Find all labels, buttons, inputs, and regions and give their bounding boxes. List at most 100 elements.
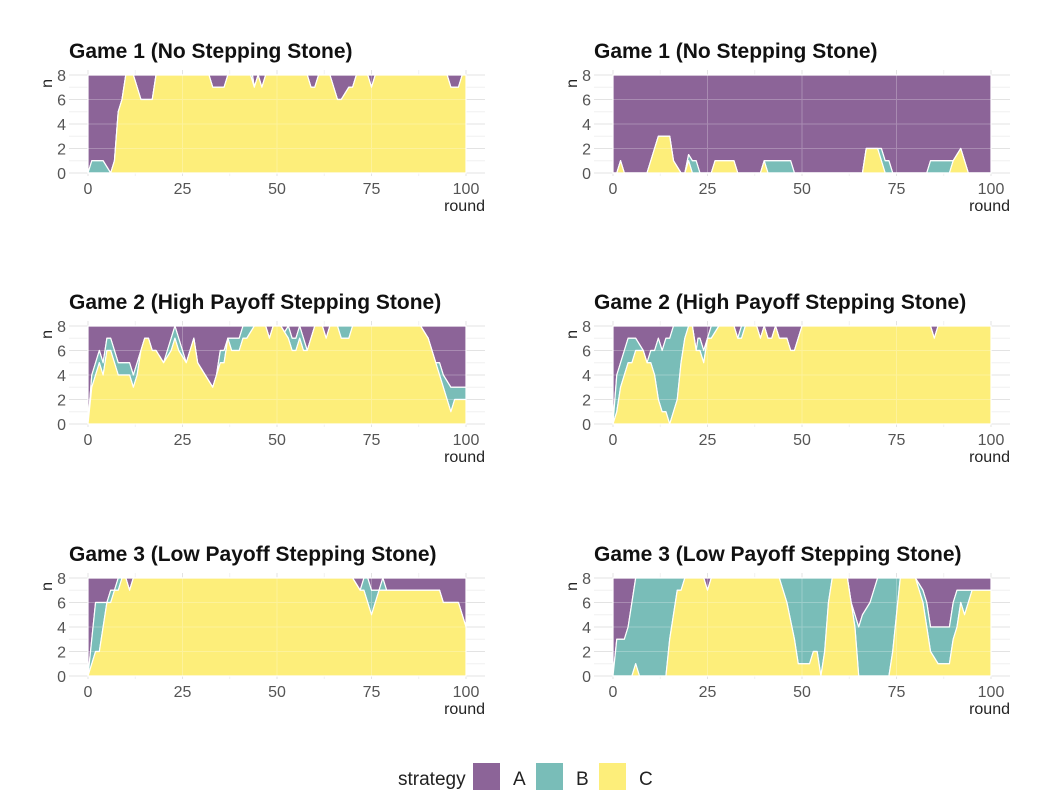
x-tick-label: 50 — [268, 432, 286, 449]
y-tick-label: 0 — [582, 669, 591, 686]
y-axis-label: n — [39, 582, 56, 591]
y-tick-label: 6 — [582, 344, 591, 361]
y-tick-label: 0 — [582, 166, 591, 183]
x-axis-label: round — [969, 701, 1010, 718]
panel-6: Game 3 (Low Payoff Stepping Stone) 0 2 4 6 8 0… — [564, 543, 1010, 718]
x-tick-label: 100 — [978, 684, 1005, 701]
x-tick-label: 75 — [363, 684, 381, 701]
x-tick-label: 25 — [174, 684, 192, 701]
x-axis-label: round — [969, 449, 1010, 466]
y-tick-label: 4 — [582, 620, 591, 637]
y-tick-label: 8 — [582, 571, 591, 588]
stacked-areas — [612, 577, 992, 677]
panel-5: Game 3 (Low Payoff Stepping Stone) 0 2 4 6 8 0… — [39, 543, 485, 718]
y-tick-label: 4 — [57, 117, 66, 134]
x-tick-label: 50 — [268, 181, 286, 198]
y-tick-label: 0 — [57, 669, 66, 686]
y-tick-label: 0 — [57, 166, 66, 183]
legend-title: strategy — [398, 769, 466, 790]
y-tick-label: 2 — [57, 393, 66, 410]
panel-title: Game 1 (No Stepping Stone) — [69, 40, 353, 63]
y-axis-label: n — [564, 79, 581, 88]
grid-overlay — [612, 325, 992, 425]
legend-label-a: A — [513, 769, 526, 790]
x-tick-label: 0 — [609, 684, 618, 701]
panel-1: Game 1 (No Stepping Stone) 0 2 4 6 8 0 25 50 75 10… — [39, 40, 485, 215]
x-tick-label: 25 — [699, 432, 717, 449]
x-tick-label: 75 — [888, 684, 906, 701]
x-axis-label: round — [969, 198, 1010, 215]
legend-key-c — [599, 763, 626, 790]
y-tick-label: 6 — [57, 344, 66, 361]
stacked-areas — [87, 325, 467, 425]
x-tick-label: 25 — [699, 684, 717, 701]
x-tick-label: 0 — [609, 181, 618, 198]
y-tick-label: 2 — [582, 142, 591, 159]
y-tick-label: 2 — [57, 142, 66, 159]
legend-key-a — [473, 763, 500, 790]
x-tick-label: 75 — [363, 181, 381, 198]
panel-title: Game 2 (High Payoff Stepping Stone) — [594, 291, 966, 314]
y-tick-label: 4 — [57, 368, 66, 385]
panel-3: Game 2 (High Payoff Stepping Stone) 0 2 4 6 8… — [39, 291, 485, 466]
x-tick-label: 50 — [268, 684, 286, 701]
y-tick-label: 8 — [57, 319, 66, 336]
x-tick-label: 75 — [888, 432, 906, 449]
grid-overlay — [612, 74, 992, 174]
y-tick-label: 6 — [582, 93, 591, 110]
y-tick-label: 2 — [582, 393, 591, 410]
panel-4: Game 2 (High Payoff Stepping Stone) 0 2 4 6 8… — [564, 291, 1010, 466]
area-strategy-c — [612, 135, 992, 174]
legend-label-c: C — [639, 769, 653, 790]
area-strategy-c — [612, 325, 992, 425]
stacked-areas — [87, 577, 467, 677]
legend-key-b — [536, 763, 563, 790]
y-tick-label: 8 — [57, 571, 66, 588]
area-strategy-c — [87, 577, 467, 677]
y-tick-label: 8 — [582, 319, 591, 336]
y-tick-label: 0 — [582, 417, 591, 434]
panel-title: Game 2 (High Payoff Stepping Stone) — [69, 291, 441, 314]
grid-overlay — [87, 325, 467, 425]
area-strategy-c — [87, 74, 467, 174]
x-tick-label: 75 — [363, 432, 381, 449]
x-tick-label: 100 — [978, 432, 1005, 449]
legend-label-b: B — [576, 769, 589, 790]
y-tick-label: 8 — [57, 68, 66, 85]
stacked-areas — [87, 74, 467, 174]
panel-title: Game 3 (Low Payoff Stepping Stone) — [594, 543, 962, 566]
x-tick-label: 25 — [699, 181, 717, 198]
y-axis-label: n — [564, 582, 581, 591]
x-tick-label: 0 — [84, 181, 93, 198]
grid-overlay — [612, 577, 992, 677]
panel-title: Game 3 (Low Payoff Stepping Stone) — [69, 543, 437, 566]
x-axis-label: round — [444, 701, 485, 718]
y-tick-label: 2 — [582, 645, 591, 662]
y-tick-label: 6 — [57, 596, 66, 613]
x-axis-label: round — [444, 198, 485, 215]
x-tick-label: 0 — [84, 432, 93, 449]
y-tick-label: 6 — [57, 93, 66, 110]
stacked-areas — [612, 325, 992, 425]
x-tick-label: 25 — [174, 432, 192, 449]
x-tick-label: 100 — [453, 684, 480, 701]
y-axis-label: n — [39, 79, 56, 88]
y-tick-label: 0 — [57, 417, 66, 434]
x-tick-label: 50 — [793, 181, 811, 198]
y-tick-label: 2 — [57, 645, 66, 662]
x-tick-label: 100 — [978, 181, 1005, 198]
y-tick-label: 6 — [582, 596, 591, 613]
y-tick-label: 4 — [582, 117, 591, 134]
grid-overlay — [87, 577, 467, 677]
x-tick-label: 100 — [453, 432, 480, 449]
stacked-areas — [612, 74, 992, 174]
x-tick-label: 50 — [793, 684, 811, 701]
x-tick-label: 0 — [84, 684, 93, 701]
grid-overlay — [87, 74, 467, 174]
x-tick-label: 75 — [888, 181, 906, 198]
x-tick-label: 0 — [609, 432, 618, 449]
y-axis-label: n — [564, 330, 581, 339]
y-axis-label: n — [39, 330, 56, 339]
y-tick-label: 4 — [57, 620, 66, 637]
